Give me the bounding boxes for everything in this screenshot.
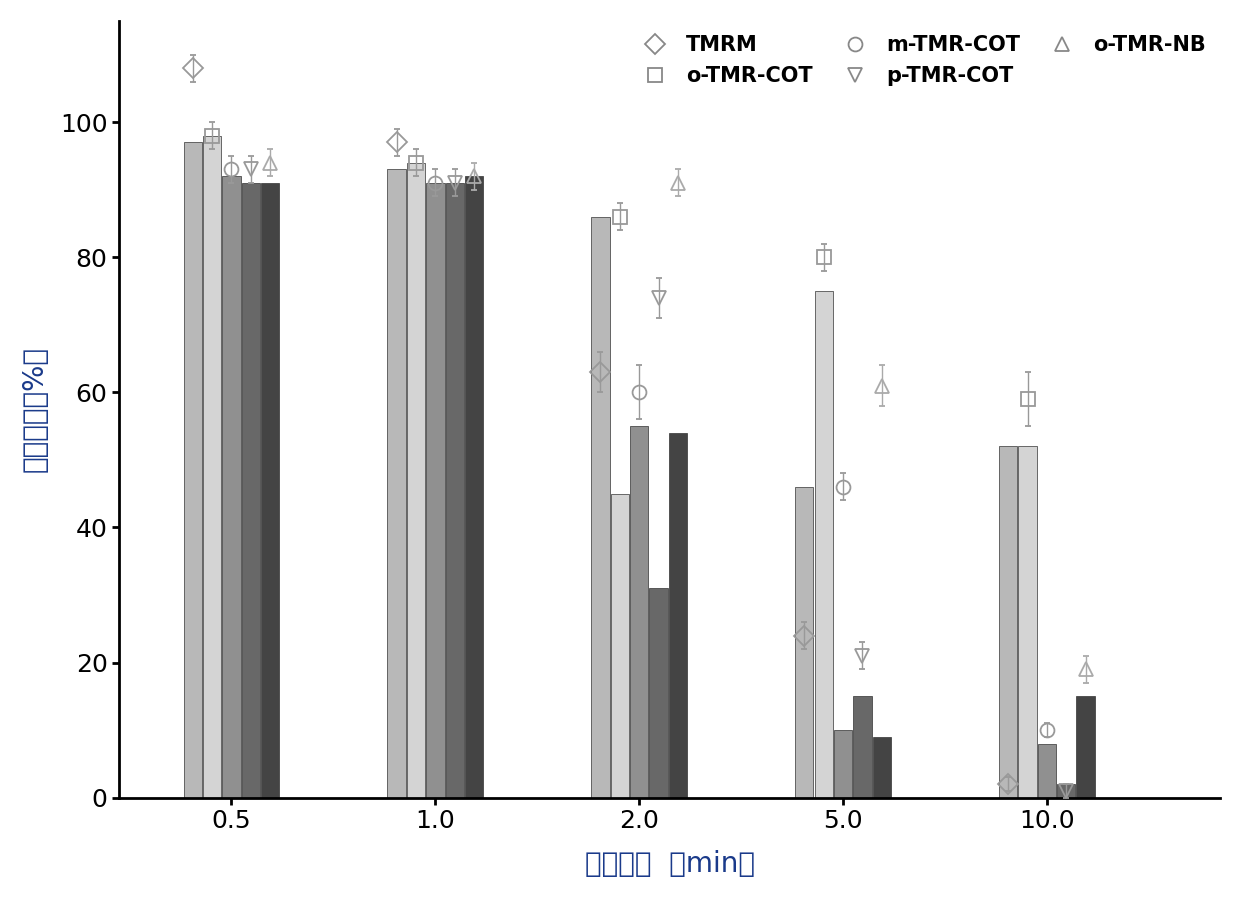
Bar [854,697,871,797]
Bar [407,163,426,797]
Bar [1076,697,1095,797]
Legend: TMRM, o-TMR-COT, m-TMR-COT, p-TMR-COT, o-TMR-NB: TMRM, o-TMR-COT, m-TMR-COT, p-TMR-COT, o… [630,31,1210,90]
Bar [242,183,261,797]
Bar [446,183,464,797]
Bar [611,494,629,797]
Bar [465,176,483,797]
Bar [426,183,444,797]
Bar [204,136,221,797]
Bar [999,447,1018,797]
Bar [834,730,853,797]
Bar [184,142,202,797]
Bar [669,433,688,797]
Bar [222,176,241,797]
Y-axis label: 细胞活性（%）: 细胞活性（%） [21,346,48,472]
Bar [872,737,891,797]
Bar [814,291,833,797]
Bar [387,169,406,797]
Bar [795,487,814,797]
Bar [261,183,279,797]
Bar [630,426,648,797]
Bar [1019,447,1036,797]
Bar [1037,743,1056,797]
Bar [591,217,609,797]
Bar [649,588,668,797]
X-axis label: 光照时间  （min）: 光照时间 （min） [585,850,755,878]
Bar [1057,784,1076,797]
